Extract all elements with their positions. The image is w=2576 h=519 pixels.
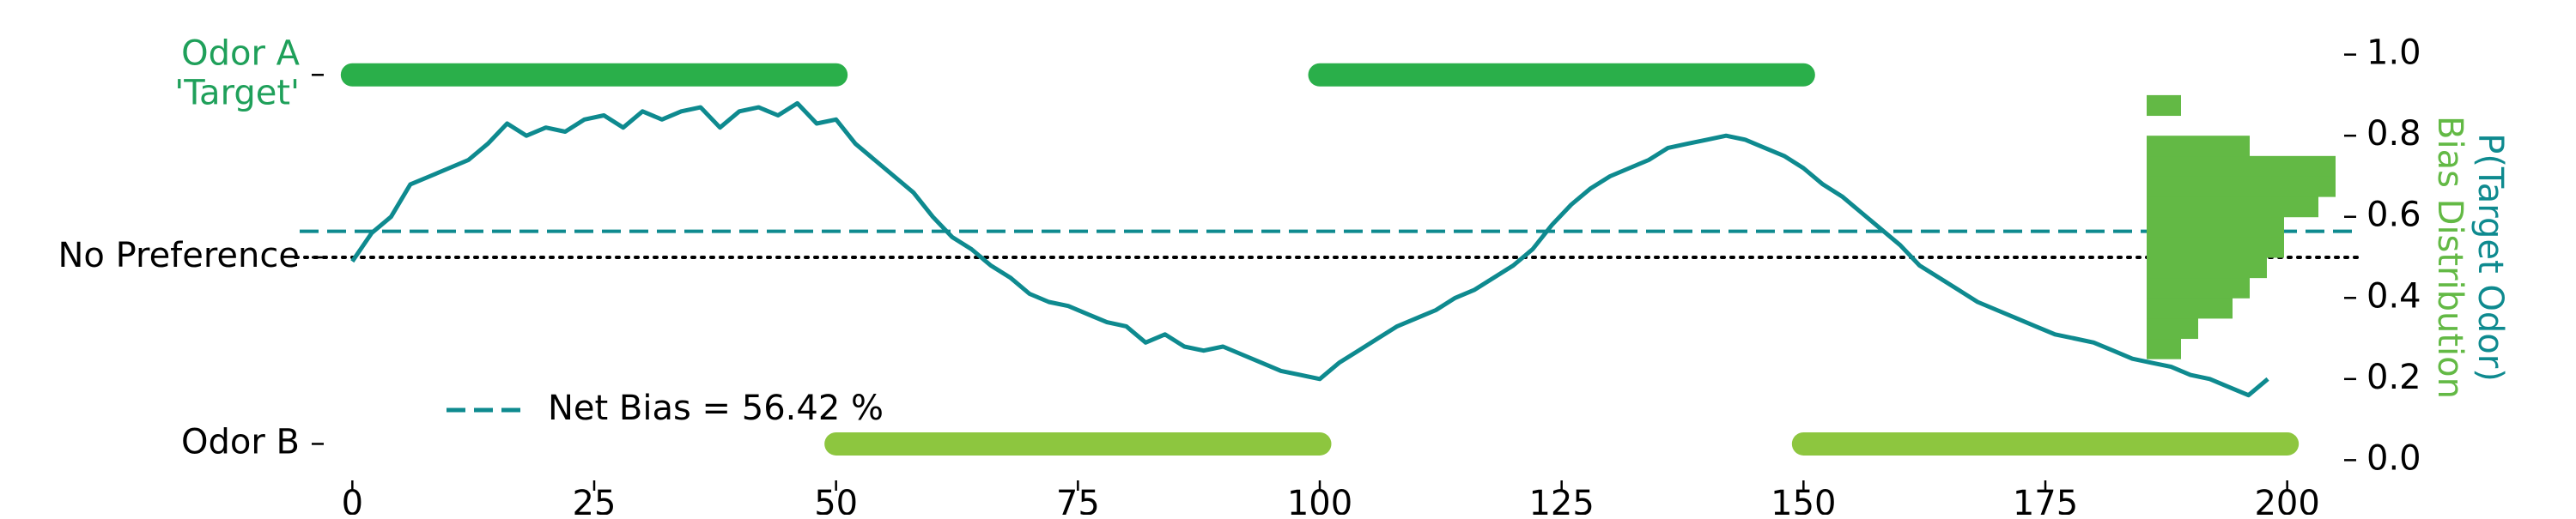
histogram-bar-10: [2147, 155, 2336, 177]
histogram-bar-1: [2147, 338, 2181, 359]
x-tick-label-175: 175: [2013, 484, 2078, 515]
right-y-tick-label-4: 0.8: [2366, 114, 2421, 154]
reference-line-layer: [294, 229, 2359, 259]
x-tick-label-50: 50: [814, 484, 858, 515]
histogram-bar-13: [2147, 94, 2181, 117]
x-tick-label-25: 25: [573, 484, 617, 515]
x-tick-label-125: 125: [1528, 484, 1594, 515]
x-tick-label-200: 200: [2254, 484, 2319, 515]
right-ylabel-top: P(Target Odor): [2470, 133, 2510, 382]
axis-layer: 0 25 50 75 100 125 150 175 200 0.0 0.2 0.4 0.6 0.8 1.0…: [58, 33, 2421, 519]
right-y-tick-label-5: 1.0: [2366, 33, 2421, 73]
right-axis-labels: P(Target Odor) Bias Distribution: [2430, 116, 2510, 399]
x-tick-label-0: 0: [342, 484, 363, 515]
histogram-bar-8: [2147, 196, 2318, 218]
histogram-layer: [2147, 94, 2336, 359]
histogram-bar-9: [2147, 176, 2336, 197]
histogram-bar-6: [2147, 237, 2284, 258]
histogram-bar-4: [2147, 277, 2250, 299]
right-y-tick-label-2: 0.4: [2366, 276, 2421, 316]
right-ylabel-bottom: Bias Distribution: [2430, 116, 2470, 399]
histogram-bar-7: [2147, 216, 2284, 238]
legend: Net Bias = 56.42 %: [447, 389, 884, 428]
trace-layer: [350, 100, 2269, 398]
left-y-tick-label-0-1: Odor A: [181, 33, 301, 73]
left-y-tick-label-1-1: No Preference: [58, 236, 300, 275]
x-tick-label-150: 150: [1771, 484, 1836, 515]
odor-block-layer: [340, 63, 2300, 456]
x-tick-label-75: 75: [1056, 484, 1100, 515]
histogram-bar-3: [2147, 298, 2233, 319]
right-y-tick-label-1: 0.2: [2366, 358, 2421, 397]
histogram-bar-5: [2147, 257, 2267, 279]
right-y-tick-label-0: 0.0: [2366, 438, 2421, 478]
histogram-bar-2: [2147, 317, 2198, 340]
right-y-tick-label-3: 0.6: [2366, 196, 2421, 235]
x-tick-label-100: 100: [1287, 484, 1352, 515]
histogram-bar-11: [2147, 136, 2250, 157]
left-y-tick-label-0-2: 'Target': [174, 73, 300, 112]
legend-label: Net Bias = 56.42 %: [548, 389, 884, 428]
series-line: [350, 100, 2269, 398]
left-y-tick-label-2-1: Odor B: [181, 422, 300, 462]
